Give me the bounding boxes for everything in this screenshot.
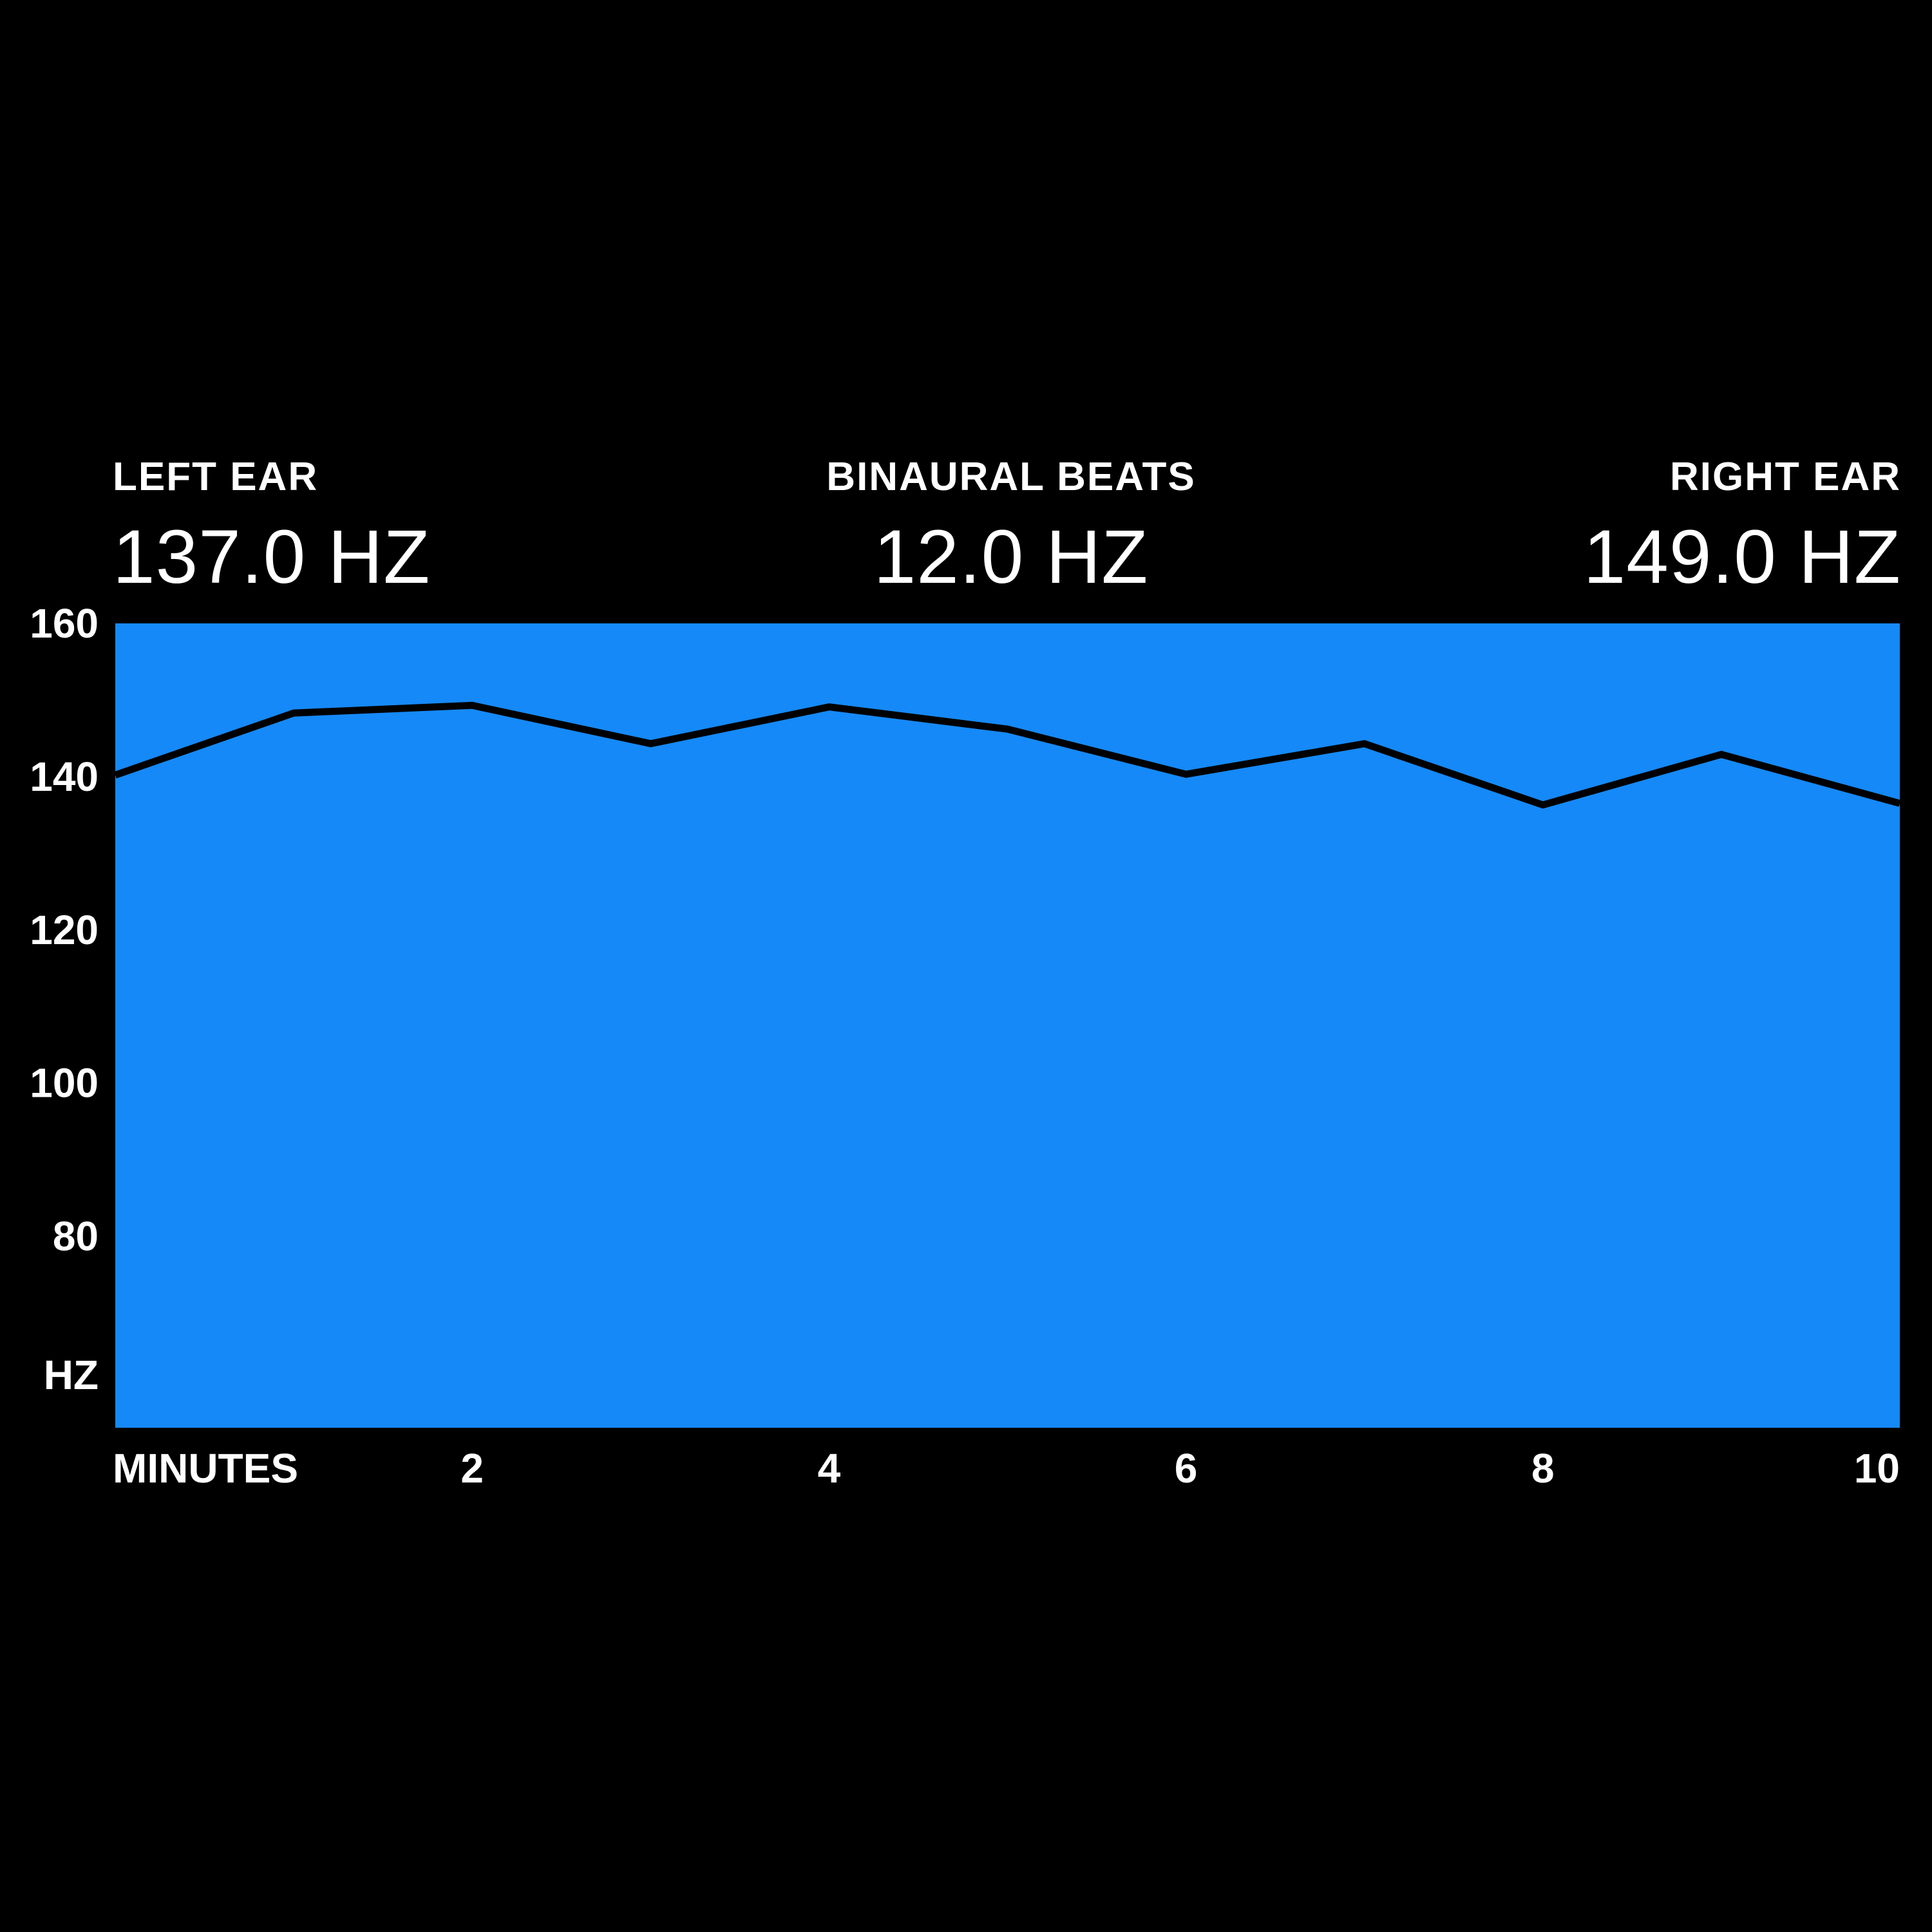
x-tick-label: 8 — [1531, 1445, 1555, 1492]
x-tick-label: 4 — [818, 1445, 841, 1492]
x-tick-label: 2 — [460, 1445, 484, 1492]
left-ear-label: LEFT EAR — [113, 455, 319, 499]
x-tick-label: 10 — [1854, 1445, 1900, 1492]
y-tick-label: 140 — [30, 753, 99, 800]
plot-area — [114, 623, 1901, 1428]
y-tick-label: 100 — [30, 1060, 99, 1106]
binaural-beats-label: BINAURAL BEATS — [826, 455, 1196, 499]
plot-background — [115, 623, 1900, 1428]
y-tick-label: 120 — [30, 907, 99, 953]
x-tick-label: 6 — [1175, 1445, 1198, 1492]
y-axis: 160 140 120 100 80 — [30, 600, 99, 1260]
series-line — [114, 701, 1901, 809]
right-ear-value: 149.0 HZ — [1583, 515, 1901, 600]
x-axis: 2 4 6 8 10 — [460, 1445, 1900, 1492]
y-axis-label: HZ — [44, 1352, 99, 1398]
left-ear-value: 137.0 HZ — [113, 515, 431, 600]
x-axis-label: MINUTES — [113, 1445, 298, 1492]
binaural-beats-value: 12.0 HZ — [873, 515, 1149, 600]
y-tick-label: 80 — [53, 1213, 99, 1260]
y-tick-label: 160 — [30, 600, 99, 647]
right-ear-label: RIGHT EAR — [1670, 455, 1901, 499]
